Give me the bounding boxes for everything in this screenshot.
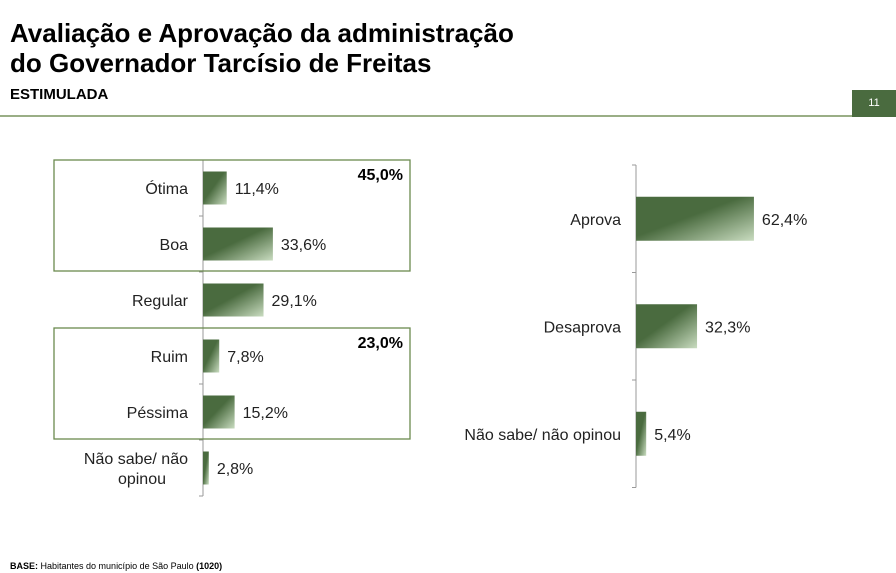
header-divider — [0, 115, 852, 117]
group-total-label: 23,0% — [358, 335, 403, 352]
subtitle: ESTIMULADA — [10, 86, 109, 103]
bar — [636, 196, 754, 241]
value-label: 5,4% — [654, 427, 690, 444]
category-label: Não sabe/ não — [84, 451, 188, 468]
page-title: Avaliação e Aprovação da administração do… — [10, 18, 514, 78]
category-label: Não sabe/ não opinou — [464, 427, 621, 444]
bar — [203, 227, 273, 261]
title-line-2: do Governador Tarcísio de Freitas — [10, 48, 432, 78]
value-label: 62,4% — [762, 212, 807, 229]
bar — [203, 171, 227, 205]
bar — [636, 304, 698, 349]
value-label: 32,3% — [705, 319, 750, 336]
category-label: opinou — [118, 471, 166, 488]
base-note: BASE: Habitantes do município de São Pau… — [10, 561, 222, 571]
category-label: Desaprova — [544, 319, 621, 336]
category-label: Boa — [160, 237, 189, 254]
category-label: Ruim — [151, 349, 188, 366]
base-count: (1020) — [196, 561, 223, 571]
value-label: 11,4% — [235, 181, 279, 198]
base-text: Habitantes do município de São Paulo — [38, 561, 197, 571]
bar — [203, 283, 264, 317]
category-label: Aprova — [570, 212, 621, 229]
base-label: BASE: — [10, 561, 39, 571]
value-label: 7,8% — [227, 349, 263, 366]
bar — [203, 451, 209, 485]
title-line-1: Avaliação e Aprovação da administração — [10, 18, 514, 48]
page-number: 11 — [852, 90, 896, 117]
value-label: 15,2% — [243, 405, 288, 422]
value-label: 2,8% — [217, 461, 253, 478]
group-total-label: 45,0% — [358, 167, 403, 184]
value-label: 33,6% — [281, 237, 326, 254]
category-label: Regular — [132, 293, 189, 310]
bar — [203, 395, 235, 429]
bar — [203, 339, 220, 373]
value-label: 29,1% — [272, 293, 317, 310]
group-box — [53, 159, 411, 272]
category-label: Ótima — [145, 179, 188, 198]
bar — [636, 411, 647, 456]
category-label: Péssima — [127, 405, 188, 422]
group-box — [53, 327, 411, 440]
